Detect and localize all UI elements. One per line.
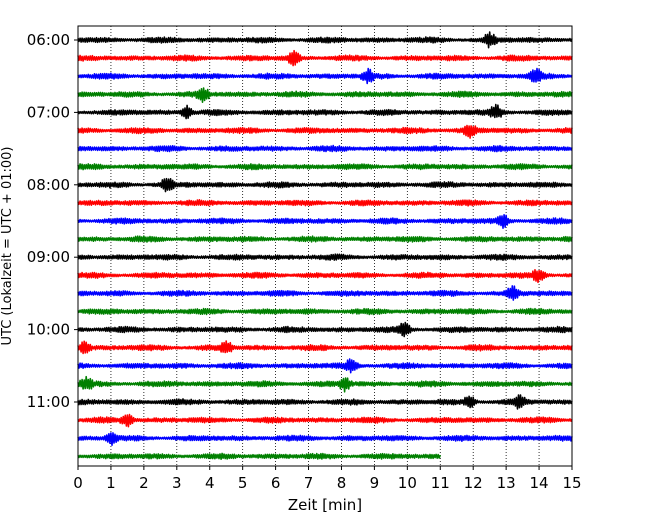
y-tick-label: 11:00 <box>27 393 70 411</box>
seismogram-trace <box>77 103 573 120</box>
seismogram-trace <box>77 87 573 103</box>
x-axis-ticks: 0 1 2 3 4 5 6 7 8 9 10 11 12 13 14 15 <box>73 466 582 492</box>
seismogram-trace <box>77 432 573 446</box>
x-tick-label: 10 <box>398 474 417 492</box>
grid-lines <box>110 26 540 466</box>
x-tick-label: 14 <box>530 474 549 492</box>
x-tick-label: 5 <box>238 474 248 492</box>
x-tick-label: 2 <box>139 474 149 492</box>
x-tick-label: 9 <box>370 474 380 492</box>
seismogram-trace <box>77 269 573 284</box>
seismogram-trace <box>77 177 573 193</box>
seismogram-traces <box>77 31 573 460</box>
seismogram-trace <box>77 214 573 229</box>
seismogram-trace <box>77 31 573 49</box>
seismogram-trace <box>77 452 442 460</box>
x-tick-label: 1 <box>106 474 116 492</box>
y-tick-label: 10:00 <box>27 321 70 339</box>
seismogram-trace <box>77 163 573 171</box>
y-axis-title: UTC (Lokalzeit = UTC + 01:00) <box>0 147 15 346</box>
x-tick-label: 4 <box>205 474 215 492</box>
x-tick-label: 3 <box>172 474 182 492</box>
x-tick-label: 7 <box>304 474 314 492</box>
seismogram-trace <box>77 49 573 67</box>
seismogram-trace <box>77 340 573 355</box>
x-tick-label: 6 <box>271 474 281 492</box>
x-tick-label: 12 <box>464 474 483 492</box>
y-tick-label: 06:00 <box>27 31 70 49</box>
seismogram-trace <box>77 307 573 316</box>
seismogram-trace <box>77 67 573 85</box>
y-tick-label: 07:00 <box>27 103 70 121</box>
seismogram-trace <box>77 253 573 261</box>
seismogram-trace <box>77 321 573 338</box>
x-tick-label: 0 <box>73 474 83 492</box>
seismogram-trace <box>77 394 573 410</box>
y-tick-label: 09:00 <box>27 248 70 266</box>
seismogram-trace <box>77 124 573 139</box>
seismogram-trace <box>77 375 573 393</box>
seismogram-trace <box>77 235 573 243</box>
x-tick-label: 15 <box>562 474 581 492</box>
x-axis-title: Zeit [min] <box>288 496 362 514</box>
seismogram-trace <box>77 285 573 301</box>
x-tick-label: 8 <box>337 474 347 492</box>
plot-frame <box>77 25 573 467</box>
x-tick-label: 11 <box>431 474 450 492</box>
y-tick-label: 08:00 <box>27 176 70 194</box>
x-tick-label: 13 <box>497 474 516 492</box>
seismogram-trace <box>77 144 573 153</box>
y-axis-ticks: 06:00 07:00 08:00 09:00 10:00 11:00 <box>27 31 78 411</box>
seismogram-trace <box>77 358 573 374</box>
seismogram-trace <box>77 199 573 207</box>
seismogram-trace <box>77 413 573 428</box>
